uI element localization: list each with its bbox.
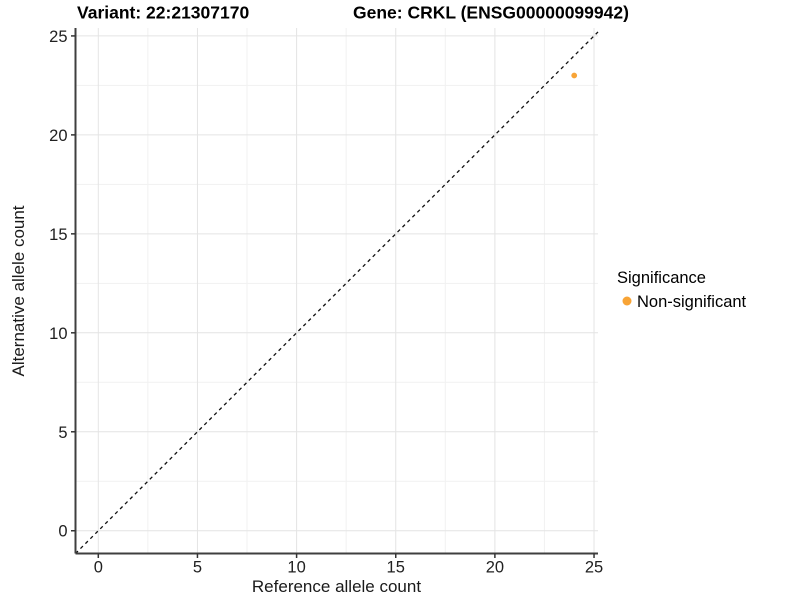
- plot-title-gene: Gene: CRKL (ENSG00000099942): [353, 3, 629, 23]
- identity-line: [75, 31, 599, 554]
- y-axis-title: Alternative allele count: [9, 205, 28, 376]
- y-tick-label: 0: [58, 523, 67, 541]
- x-axis-title: Reference allele count: [252, 577, 421, 596]
- x-tick-label: 0: [94, 559, 103, 577]
- legend-key-dot-icon: [622, 296, 632, 306]
- data-point: [571, 72, 578, 79]
- x-tick-label: 10: [287, 559, 305, 577]
- plot-labels: Variant: 22:21307170 Gene: CRKL (ENSG000…: [9, 3, 747, 597]
- x-tick-label: 5: [193, 559, 202, 577]
- y-tick-label: 15: [49, 226, 67, 244]
- x-tick-label: 25: [585, 559, 603, 577]
- y-tick-label: 20: [49, 127, 67, 145]
- y-tick-label: 10: [49, 325, 67, 343]
- x-tick-label: 20: [486, 559, 504, 577]
- y-tick-label: 5: [58, 424, 67, 442]
- legend-item-label: Non-significant: [637, 293, 747, 311]
- plot-title-variant: Variant: 22:21307170: [77, 3, 249, 23]
- legend-title: Significance: [617, 269, 706, 287]
- plot-layers: 0 5 10 15 20 25 0 5 10 15 20 25: [49, 28, 603, 577]
- y-tick-label: 25: [49, 28, 67, 46]
- x-tick-label: 15: [387, 559, 405, 577]
